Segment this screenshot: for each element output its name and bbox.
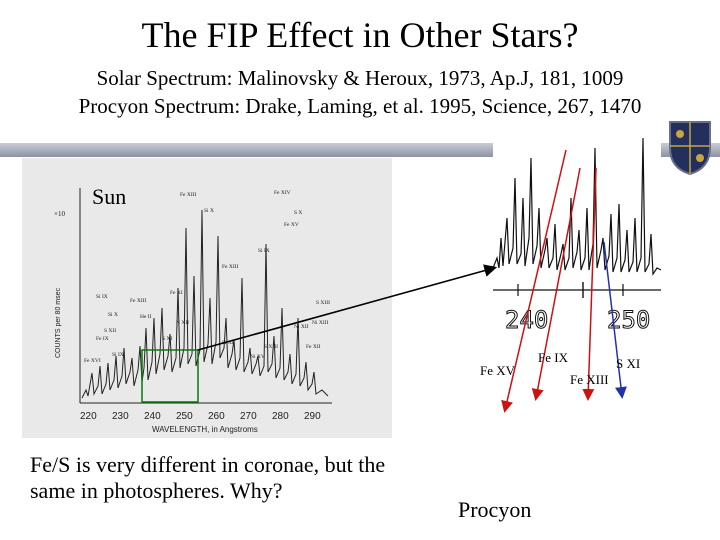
university-crest-logo — [669, 121, 711, 176]
fe-xv-label: Fe XV — [480, 363, 516, 378]
line-label: Si IX — [258, 248, 270, 254]
sun-y-label: COUNTS per 80 msec — [55, 287, 62, 358]
s-xi-arrow — [603, 241, 627, 399]
line-label: S XI — [162, 336, 172, 342]
line-label: S XIII — [316, 300, 330, 306]
line-label: Ni XII — [294, 324, 309, 330]
fe-xv-arrow — [501, 149, 567, 413]
line-label: Fe XI — [170, 290, 183, 296]
line-label: Fe XV — [284, 222, 299, 228]
fe-ix-label: Fe IX — [538, 350, 568, 365]
sun-line-labels: Fe XIII Fe XIV Si X S X Fe XV Si IX Fe X… — [84, 190, 330, 364]
solar-reference: Solar Spectrum: Malinovsky & Heroux, 197… — [96, 66, 624, 90]
sun-x-tick: 250 — [176, 411, 193, 422]
line-label: Fe XIII — [130, 298, 147, 304]
line-label: Fe XIV — [274, 190, 291, 196]
line-label: Fe IX — [96, 336, 109, 342]
line-label: Si X — [204, 208, 214, 214]
line-label: Ni XIII — [312, 320, 329, 326]
line-label: Si XI — [222, 340, 234, 346]
line-label: Fe XIII — [222, 264, 239, 270]
line-label: N XII — [176, 320, 189, 326]
sun-x-tick: 280 — [272, 411, 289, 422]
sun-x-tick: 260 — [208, 411, 225, 422]
line-label: Si X — [108, 312, 118, 318]
fe-xiii-label: Fe XIII — [570, 372, 609, 387]
sun-x-tick: 270 — [240, 411, 257, 422]
procyon-label: Procyon — [458, 497, 532, 522]
fe-ix-arrow — [531, 167, 581, 401]
sun-label: Sun — [92, 184, 127, 209]
fe-xiii-arrow — [582, 167, 597, 401]
sun-spectrum-trace — [81, 209, 329, 399]
line-label: Si IX — [112, 352, 124, 358]
sun-y-multiplier: ×10 — [54, 210, 65, 218]
line-label: He II — [140, 314, 152, 320]
line-label: S XII — [104, 328, 116, 334]
line-label: Fe XVI — [84, 358, 101, 364]
procyon-reference: Procyon Spectrum: Drake, Laming, et al. … — [78, 94, 642, 118]
line-label: Fe XIII — [180, 192, 197, 198]
procyon-spectrum-trace — [492, 137, 662, 276]
sun-x-label: WAVELENGTH, in Angstroms — [152, 425, 258, 434]
line-label: Si IX — [96, 294, 108, 300]
sun-spectrum-plot: Fe XIII Fe XIV Si X S X Fe XV Si IX Fe X… — [54, 188, 332, 434]
sun-x-tick: 290 — [304, 411, 321, 422]
conclusion-text: Fe/S is very different in coronae, but t… — [30, 452, 386, 503]
sun-x-tick: 220 — [80, 411, 97, 422]
s-xi-label: S XI — [616, 356, 641, 371]
zoom-box — [141, 349, 199, 403]
line-label: S XIII — [264, 344, 278, 350]
slide-title: The FIP Effect in Other Stars? — [141, 15, 579, 55]
zoom-connector-arrow — [197, 264, 498, 351]
line-label: Fe XII — [306, 344, 321, 350]
line-label: Ni XV — [250, 354, 265, 360]
sun-x-tick: 230 — [112, 411, 129, 422]
sun-spectrum-panel: Fe XIII Fe XIV Si X S X Fe XV Si IX Fe X… — [22, 158, 392, 438]
sun-x-tick: 240 — [144, 411, 161, 422]
sun-x-ticks: 220 230 240 250 260 270 280 290 — [80, 411, 321, 422]
line-label: S X — [294, 210, 302, 216]
